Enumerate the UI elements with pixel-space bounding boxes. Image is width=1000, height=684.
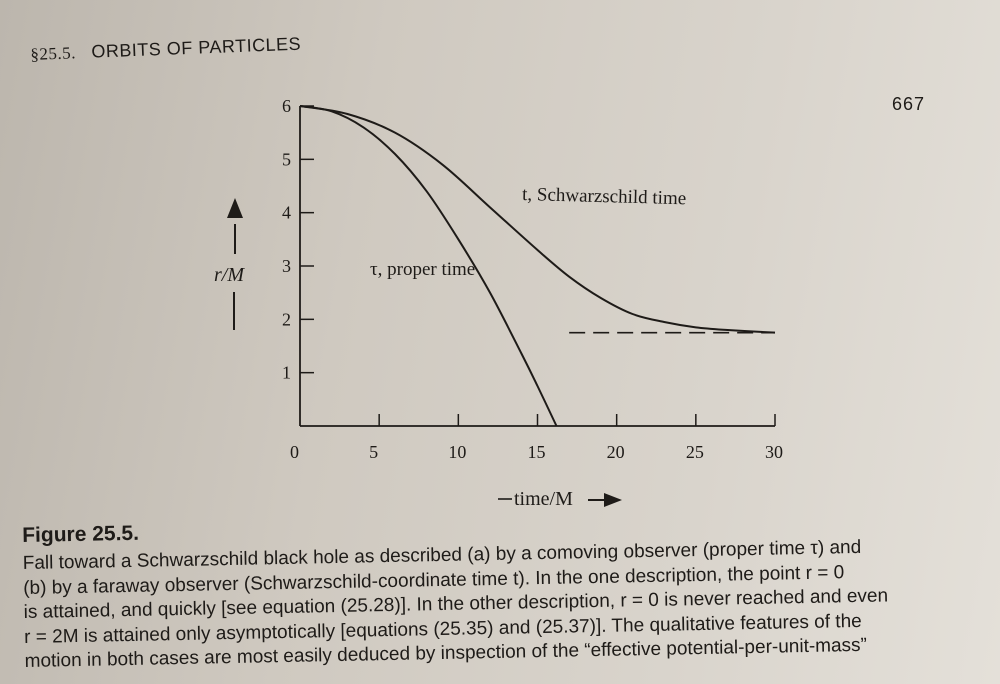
y-tick-label: 3 [282, 256, 291, 276]
x-tick-label: 10 [448, 442, 466, 462]
x-tick-label: 30 [765, 442, 783, 462]
x-axis-label: time/M [514, 488, 573, 510]
series-label-schwarzschild-time: t, Schwarzschild time [522, 184, 687, 209]
chart-ticks: 0 5 10 15 20 25 30 1 2 3 4 5 6 [282, 96, 783, 462]
y-tick-label: 1 [282, 363, 291, 383]
figure-caption: Figure 25.5. Fall toward a Schwarzschild… [22, 506, 985, 675]
page-number: 667 [892, 94, 926, 114]
y-axis-label: r/M [214, 264, 245, 286]
y-tick-label: 2 [282, 309, 291, 329]
y-tick-label: 6 [282, 96, 291, 116]
proper-time-curve [299, 105, 558, 427]
x-tick-label: 20 [607, 442, 625, 462]
series-label-proper-time: τ, proper time [370, 259, 475, 280]
chart-curves [299, 105, 776, 427]
y-tick-label: 4 [282, 203, 291, 223]
chart-labels: τ, proper time t, Schwarzschild time r/M ti… [214, 184, 686, 510]
x-tick-label: 25 [686, 442, 704, 462]
x-tick-label: 0 [290, 442, 299, 462]
y-tick-label: 5 [282, 149, 291, 169]
x-tick-label: 15 [528, 442, 546, 462]
schwarzschild-time-curve [299, 105, 776, 334]
x-label-arrow-head [604, 493, 622, 507]
x-tick-label: 5 [369, 442, 378, 462]
y-label-arrow-head [227, 198, 243, 218]
